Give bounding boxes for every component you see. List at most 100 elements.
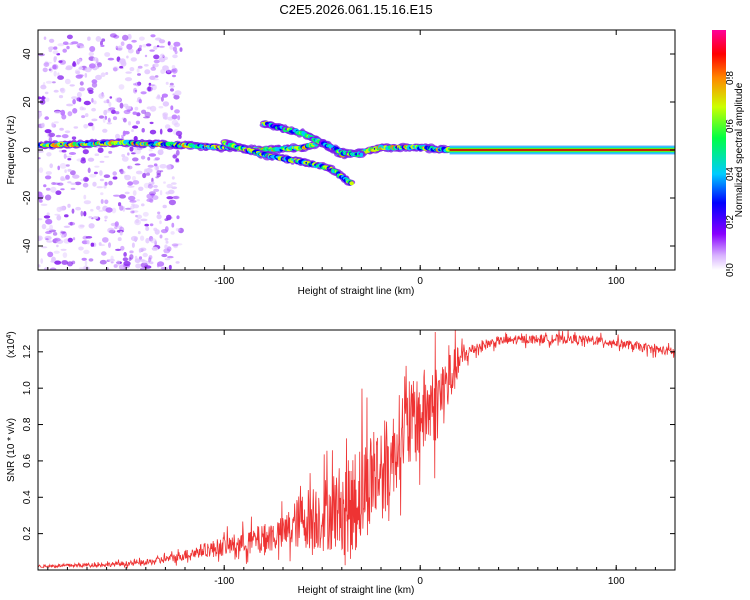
noise-blob — [65, 155, 73, 158]
noise-blob — [143, 64, 149, 67]
noise-blob — [104, 199, 109, 205]
noise-blob — [79, 45, 85, 49]
noise-blob — [61, 149, 67, 153]
noise-blob — [69, 84, 75, 87]
noise-blob — [146, 106, 152, 110]
noise-blob — [63, 153, 67, 159]
noise-blob — [56, 244, 59, 248]
noise-blob — [56, 215, 62, 221]
noise-blob — [66, 34, 73, 40]
noise-blob — [89, 63, 96, 69]
noise-blob — [112, 116, 118, 121]
noise-blob — [145, 167, 153, 174]
noise-blob — [79, 224, 85, 228]
noise-blob — [53, 89, 59, 93]
colorbar-tick-label: 0.0 — [725, 263, 736, 277]
noise-blob — [45, 218, 53, 225]
snr-y-multiplier-exponent: 4 — [6, 335, 13, 339]
noise-blob — [130, 57, 137, 62]
noise-blob — [45, 80, 53, 84]
noise-blob — [108, 242, 111, 249]
noise-blob — [72, 99, 76, 105]
noise-blob — [129, 250, 134, 254]
noise-blob — [61, 114, 67, 120]
noise-blob — [127, 152, 130, 156]
noise-blob — [48, 68, 52, 71]
noise-blob — [86, 240, 90, 245]
noise-blob — [138, 256, 143, 260]
noise-blob — [83, 100, 91, 106]
noise-blob — [162, 112, 169, 117]
spectrogram-heatmap — [38, 33, 675, 270]
noise-blob — [135, 218, 140, 224]
noise-blob — [149, 121, 154, 125]
spectrogram-y-label: Frequency (Hz) — [6, 116, 17, 185]
noise-blob — [120, 41, 125, 46]
noise-blob — [61, 234, 65, 238]
noise-blob — [74, 181, 82, 186]
noise-blob — [102, 237, 109, 243]
noise-blob — [83, 194, 87, 200]
noise-blob — [122, 130, 126, 137]
noise-blob — [171, 186, 178, 190]
noise-blob — [133, 136, 138, 141]
noise-blob — [59, 88, 64, 92]
noise-blob — [139, 36, 145, 41]
noise-blob — [46, 212, 50, 216]
noise-blob — [66, 103, 74, 107]
spectrogram-panel: -100 0 100 -40 -20 0 20 40 Height of straight … — [6, 29, 676, 297]
spectrogram-x-axis: -100 0 100 — [47, 30, 676, 287]
noise-blob — [128, 257, 132, 261]
snr-series-line — [38, 330, 675, 569]
noise-blob — [75, 206, 81, 211]
noise-blob — [112, 176, 118, 180]
noise-blob — [120, 245, 125, 251]
noise-blob — [98, 115, 105, 119]
noise-blob — [149, 129, 157, 135]
x-tick-label: 100 — [608, 276, 625, 287]
noise-blob — [167, 128, 173, 133]
noise-blob — [153, 188, 160, 192]
noise-blob — [149, 105, 157, 112]
noise-blob — [172, 154, 177, 159]
noise-blob — [128, 195, 136, 201]
noise-blob — [141, 203, 145, 207]
noise-blob — [100, 44, 105, 48]
noise-blob — [141, 259, 148, 264]
noise-blob — [118, 59, 126, 65]
noise-blob — [127, 165, 133, 170]
noise-blob — [68, 152, 77, 155]
noise-blob — [144, 69, 151, 75]
spectrogram-y-axis: -40 -20 0 20 40 — [22, 48, 675, 253]
noise-blob — [81, 115, 86, 119]
noise-blob — [119, 194, 126, 199]
noise-blob — [70, 187, 76, 190]
noise-blob — [151, 246, 159, 251]
noise-blob — [151, 181, 155, 185]
noise-blob — [98, 93, 105, 99]
noise-blob — [111, 207, 117, 214]
noise-blob — [71, 208, 75, 214]
noise-blob — [42, 82, 46, 87]
noise-blob — [165, 240, 169, 244]
noise-blob — [57, 182, 64, 186]
noise-blob — [71, 62, 77, 68]
noise-blob — [107, 117, 111, 123]
snr-panel: -100 0 100 0.2 0.4 0.6 0.8 1.0 1.2 (x104) Heigh… — [6, 329, 676, 596]
noise-blob — [55, 134, 62, 138]
noise-blob — [78, 87, 85, 92]
colorbar-tick-label: 0.6 — [725, 119, 736, 133]
noise-blob — [42, 67, 48, 73]
noise-blob — [141, 128, 145, 133]
noise-blob — [84, 67, 92, 73]
noise-blob — [146, 198, 154, 202]
noise-blob — [97, 62, 102, 68]
noise-blob — [131, 39, 137, 43]
noise-blob — [44, 175, 52, 180]
noise-blob — [102, 128, 108, 133]
noise-blob — [175, 228, 181, 232]
noise-blob — [87, 157, 95, 162]
noise-blob — [62, 41, 69, 45]
noise-blob — [45, 97, 50, 102]
noise-blob — [54, 260, 62, 265]
